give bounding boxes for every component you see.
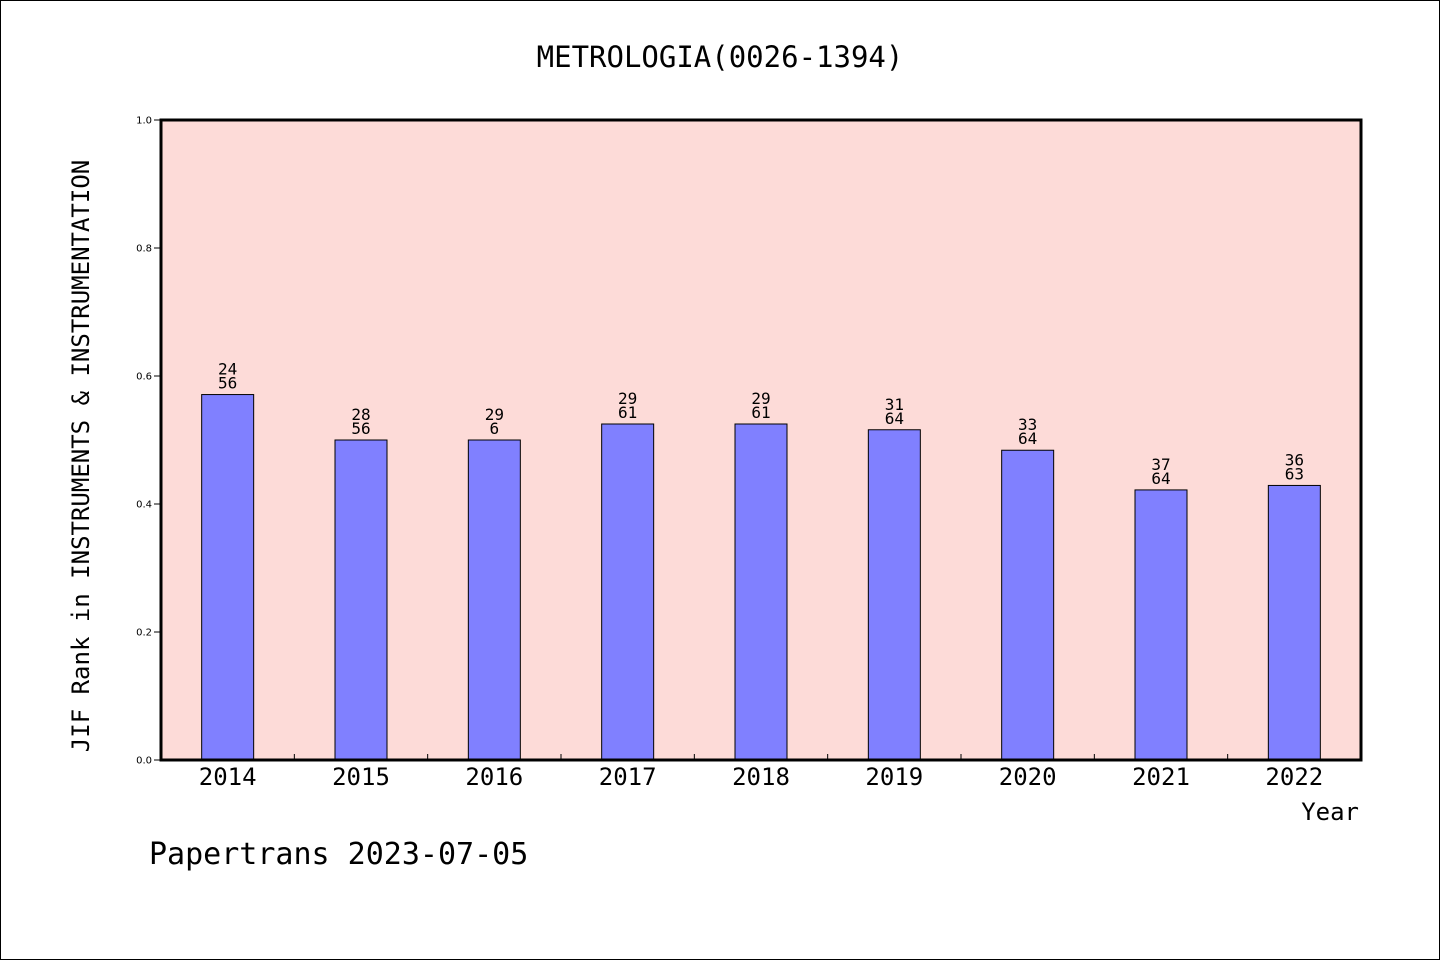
x-tick-label-2014: 2014: [199, 763, 257, 791]
bar-2020: [1001, 449, 1055, 761]
bars-group: [201, 394, 1321, 761]
x-tick-label-2022: 2022: [1265, 763, 1323, 791]
bar-label-rank-2021: 37: [1151, 455, 1170, 474]
y-tick-label: 0.2: [136, 628, 152, 639]
x-axis-ticks: 2014 2015 2016 2017 2018 2019 2020 2021 2022: [199, 754, 1323, 791]
bar-2021: [1134, 489, 1188, 761]
y-tick-label: 0.4: [136, 500, 152, 511]
bar-2017: [601, 423, 655, 761]
y-tick-label: 0.0: [136, 756, 152, 767]
bar-label-total-2015: 56: [351, 419, 370, 438]
bar-label-rank-2017: 29: [618, 389, 637, 408]
bar-label-rank-2019: 31: [885, 395, 904, 414]
plot-frame: [159, 118, 1363, 762]
bar-label-total-2017: 61: [618, 403, 637, 422]
bar-label-total-2020: 64: [1018, 429, 1037, 448]
bar-2015: [334, 439, 388, 761]
footer-credit: Papertrans 2023-07-05: [149, 837, 528, 872]
bar-2022: [1267, 484, 1321, 761]
bar-label-total-2018: 61: [751, 403, 770, 422]
x-tick-label-2018: 2018: [732, 763, 790, 791]
x-tick-label-2015: 2015: [332, 763, 390, 791]
x-tick-label-2016: 2016: [465, 763, 523, 791]
bar-label-rank-2014: 24: [218, 360, 237, 379]
x-tick-label-2017: 2017: [599, 763, 657, 791]
bar-2016: [467, 439, 521, 761]
bar-label-rank-2022: 36: [1285, 450, 1304, 469]
bar-label-rank-2015: 28: [351, 405, 370, 424]
y-axis-ticks: 0.0 0.2 0.4 0.6 0.8 1.0: [136, 116, 161, 767]
bar-label-rank-2020: 33: [1018, 415, 1037, 434]
bar-label-total-2014: 56: [218, 374, 237, 393]
x-tick-label-2021: 2021: [1132, 763, 1190, 791]
x-tick-label-2020: 2020: [999, 763, 1057, 791]
bar-label-total-2021: 64: [1151, 469, 1170, 488]
bar-label-total-2016: 6: [490, 419, 500, 438]
bar-label-rank-2018: 29: [751, 389, 770, 408]
y-tick-label: 0.6: [136, 372, 152, 383]
bar-label-total-2022: 63: [1285, 464, 1304, 483]
chart-title: METROLOGIA(0026-1394): [537, 40, 904, 74]
bar-label-total-2019: 64: [885, 409, 904, 428]
bar-label-rank-2016: 29: [485, 405, 504, 424]
bar-2018: [734, 423, 788, 761]
bar-2019: [867, 429, 921, 761]
y-tick-label: 1.0: [136, 116, 152, 127]
y-axis-label: JIF Rank in INSTRUMENTS & INSTRUMENTATIO…: [67, 160, 95, 752]
y-tick-label: 0.8: [136, 244, 152, 255]
x-axis-label: Year: [1301, 798, 1359, 826]
x-tick-label-2019: 2019: [865, 763, 923, 791]
bar-2014: [201, 394, 255, 761]
